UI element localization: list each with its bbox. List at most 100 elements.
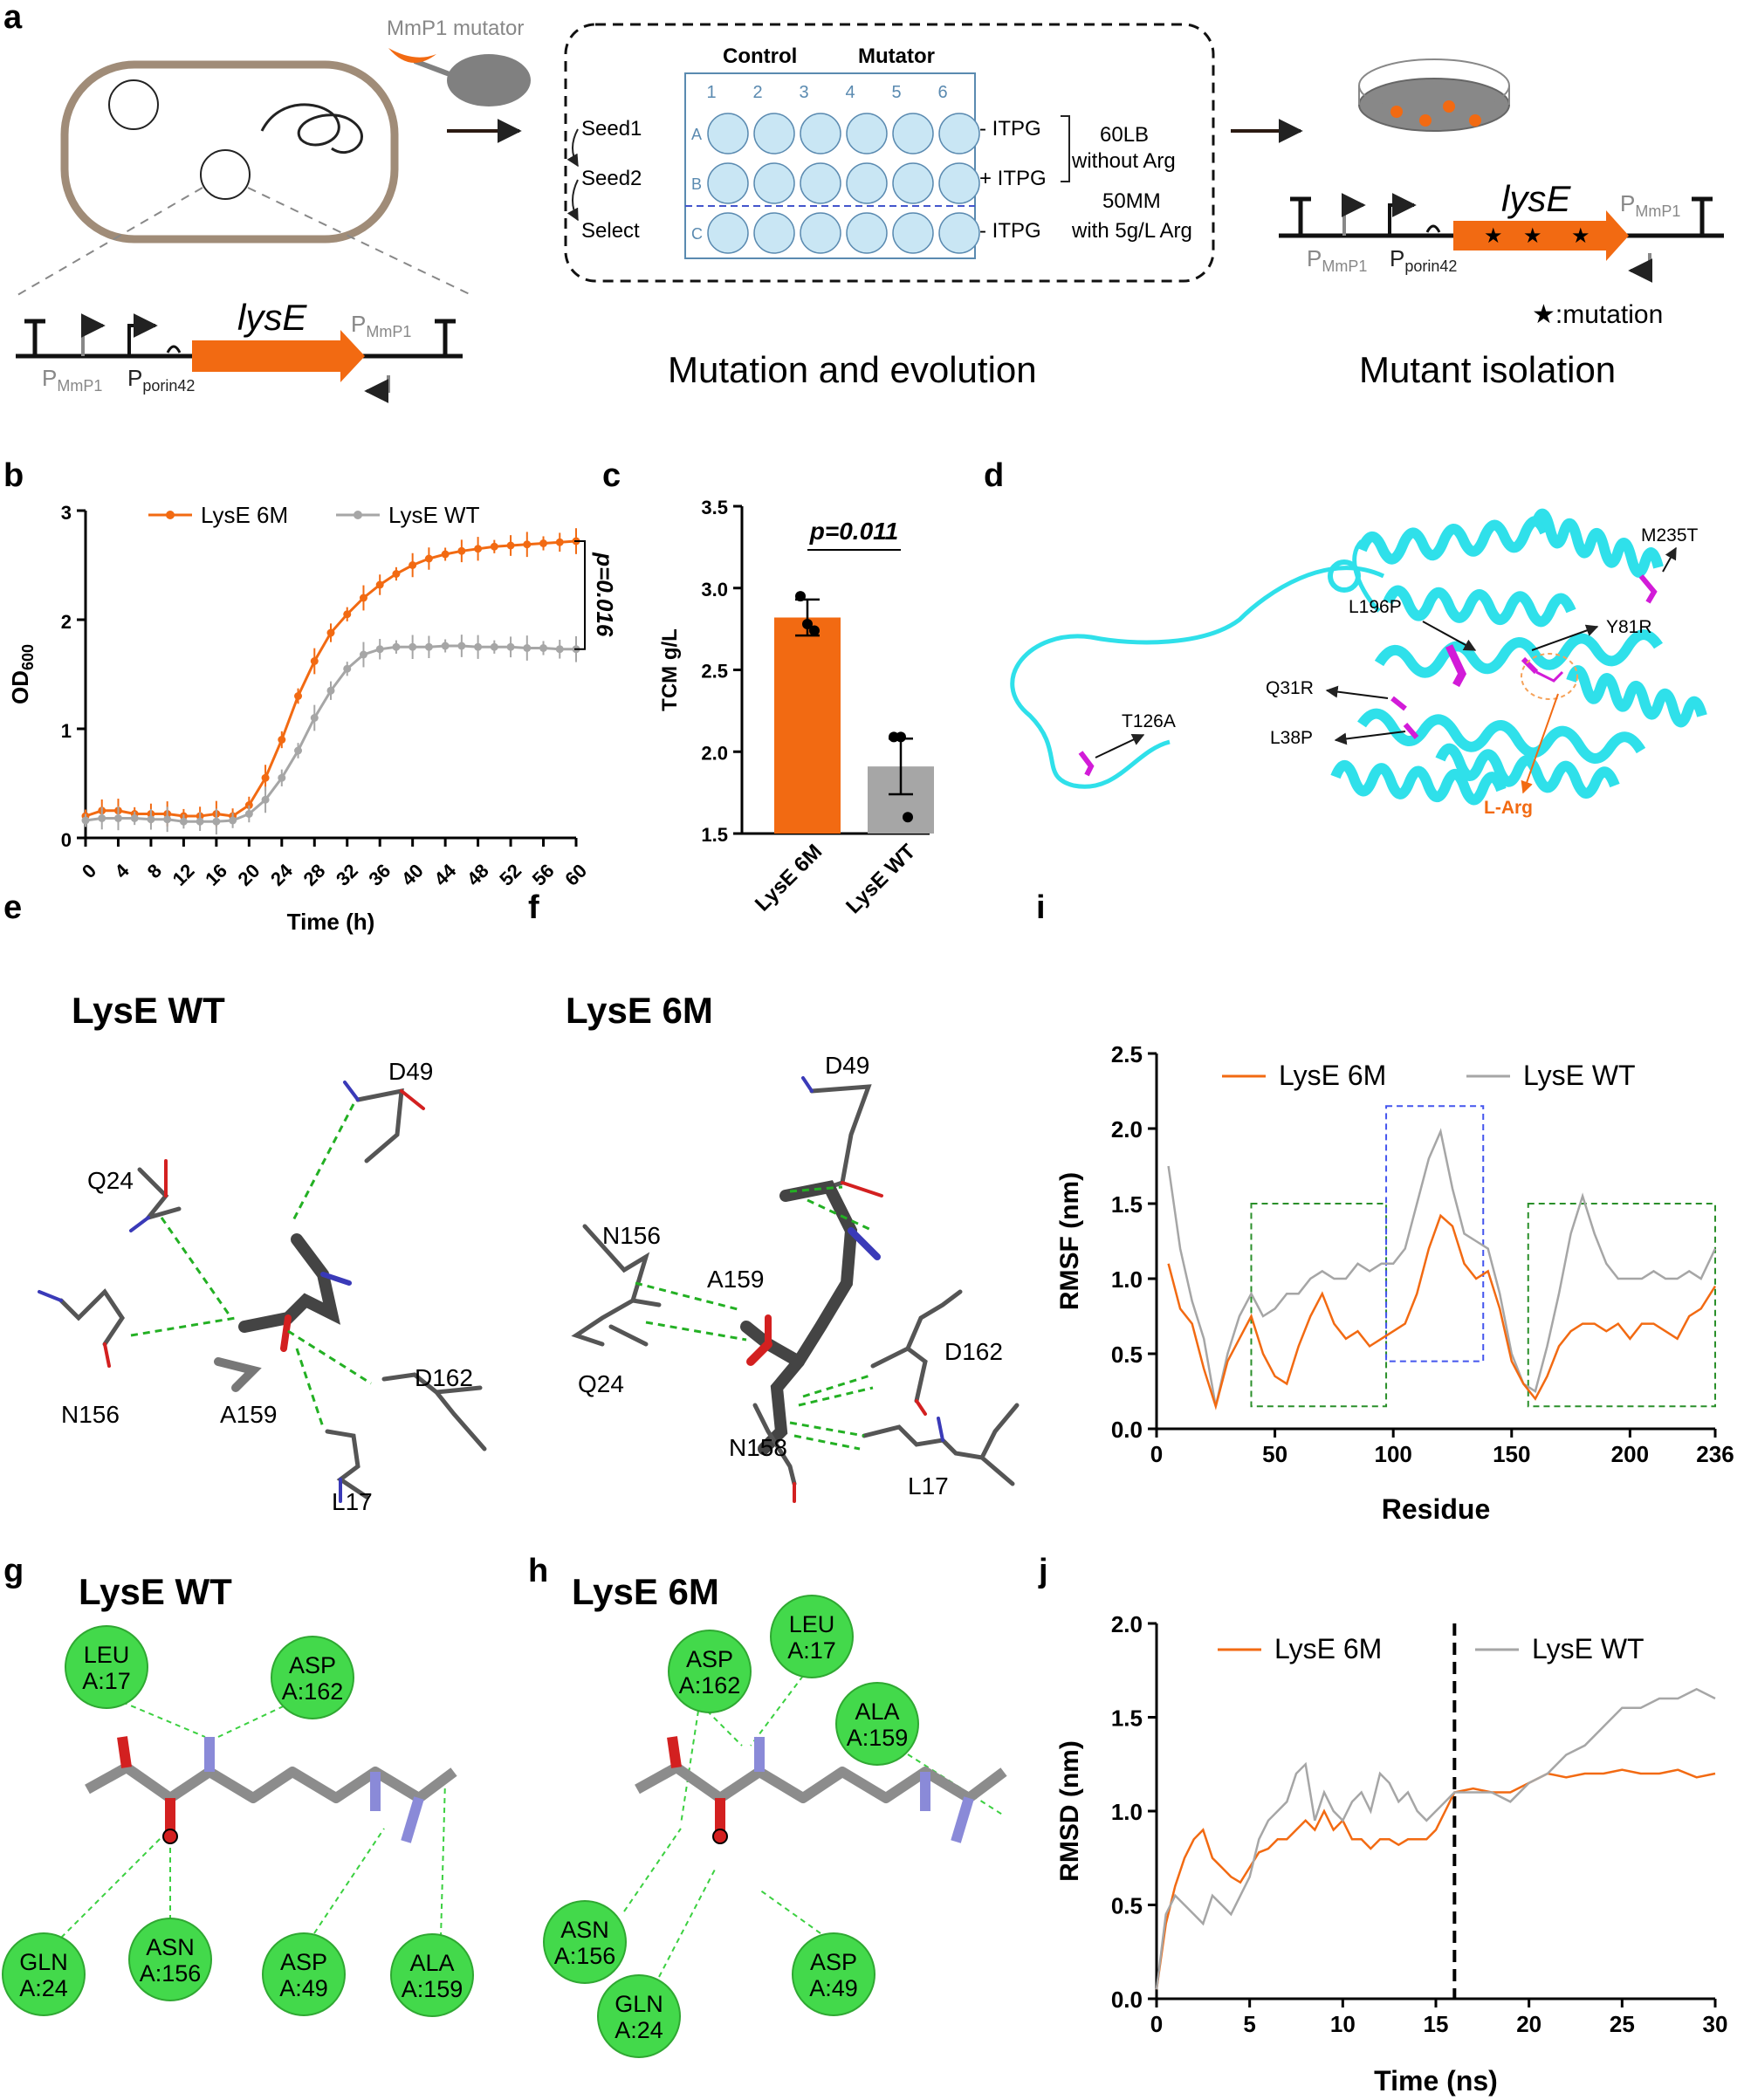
x-tick-label: 12 [168, 860, 199, 890]
residue-chain-id: A:162 [679, 1672, 741, 1699]
itpg-plus: + ITPG [979, 167, 1047, 190]
svg-text:Pporin42: Pporin42 [1390, 245, 1457, 275]
bar-0 [774, 617, 841, 834]
residue-name: GLN [615, 1991, 663, 2017]
svg-text:PMmP1: PMmP1 [1307, 245, 1367, 275]
chart-c-tcm: 1.5 2.0 2.5 3.0 3.5 LysE 6M LysE WT p=0.011 TCM … [658, 497, 934, 918]
x-tick-label: 4 [110, 859, 134, 882]
residue-circle-asp-A162 [271, 1636, 354, 1719]
residue-name: ALA [409, 1950, 454, 1976]
data-point [244, 810, 253, 818]
data-point [441, 550, 450, 559]
interaction-bond [759, 1889, 821, 1934]
data-point [457, 546, 466, 555]
helix-7 [1566, 665, 1707, 728]
data-point [555, 538, 564, 546]
data-point [359, 650, 367, 659]
data-point [326, 628, 335, 637]
interaction-bond [706, 1710, 743, 1747]
x-tick-label: 100 [1374, 1441, 1411, 1467]
data-point [229, 816, 237, 825]
well-A6 [938, 113, 980, 154]
panel-a: a MmP1 mutator lysE PMmP1 Pporin42 PMmP1 [3, 0, 1724, 403]
data-point [375, 645, 384, 654]
legend-label-1: LysE WT [1523, 1060, 1636, 1091]
residue-chain-id: A:162 [282, 1678, 344, 1705]
hbond-lines-e [130, 1103, 372, 1428]
data-point [98, 814, 106, 822]
helix-3 [1374, 629, 1664, 678]
carbonyl-oxygen-bond [667, 1736, 682, 1768]
svg-text:PMmP1: PMmP1 [42, 365, 102, 395]
res-e-A159: A159 [220, 1401, 277, 1428]
x-tick-label: 0 [1150, 1441, 1163, 1467]
data-point [278, 736, 286, 744]
data-point [359, 594, 367, 602]
x-tick-label: 32 [332, 860, 362, 890]
panel-letter-e: e [3, 889, 22, 926]
res-e-L17: L17 [332, 1488, 373, 1515]
helix-8 [1435, 743, 1620, 799]
residue-name: ASN [560, 1917, 609, 1943]
highlight-box-2 [1385, 1105, 1485, 1362]
residue-circle-leu-A17 [770, 1595, 854, 1678]
p-value-b: p=0.016 [592, 552, 618, 637]
well-A4 [846, 113, 888, 154]
residue-circle-ala-A159 [390, 1933, 474, 2017]
carbonyl-oxygen-bond [117, 1736, 132, 1768]
panel-h-title: LysE 6M [572, 1571, 719, 1612]
interaction-bond [750, 1675, 804, 1747]
evolution-box [564, 23, 1215, 283]
oxygen-atom [712, 1829, 728, 1844]
x-axis-label: Time (ns) [1374, 2065, 1498, 2097]
res-f-L17: L17 [908, 1472, 949, 1500]
residue-chain-id: A:159 [847, 1725, 909, 1751]
data-point [326, 686, 335, 695]
control-label: Control [723, 45, 797, 68]
data-point [539, 644, 548, 652]
y-tick-label: 0.5 [1111, 1893, 1143, 1919]
legend-marker-1 [354, 511, 362, 519]
seed2-label: Seed2 [581, 167, 642, 190]
helix-4 [1357, 708, 1646, 764]
interaction-bond [623, 1828, 682, 1912]
gene-label-lysE: lysE [237, 297, 307, 338]
panel-letter-c: c [602, 457, 621, 494]
replicate-point [795, 591, 806, 602]
x-tick-label: 28 [299, 860, 329, 890]
media-with-arg: with 5g/L Arg [1071, 219, 1192, 243]
series-line-0 [1155, 1768, 1716, 1990]
significance-bracket [574, 540, 586, 650]
residue-circle-ala-A159 [835, 1682, 919, 1766]
media-50mm: 50MM [1102, 189, 1161, 213]
label-T126A: T126A [1122, 711, 1176, 731]
y-tick-label: 2.5 [701, 661, 728, 683]
replicate-point [802, 619, 813, 629]
interaction-bond [658, 1867, 717, 1978]
helix-2 [1383, 585, 1576, 628]
caption-mutant-isolation: Mutant isolation [1359, 349, 1616, 390]
data-point [375, 580, 384, 589]
well-C2 [753, 212, 795, 254]
lysE-gene-arrow [192, 330, 365, 382]
y-tick-label: 1.5 [1111, 1705, 1143, 1732]
residue-chain-id: A:156 [140, 1960, 202, 1987]
petri-dish-icon [1358, 58, 1510, 132]
well-C1 [707, 212, 749, 254]
plasmid-circle-2 [200, 149, 251, 200]
chart-i-rmsf: 0 50 100 150 200 236 0.0 0.5 1.0 1.5 2.0 2.5 Residue… [1055, 1041, 1734, 1525]
panel-f-title: LysE 6M [566, 990, 713, 1031]
data-point [523, 540, 532, 549]
data-point [343, 664, 352, 673]
helix-5 [1330, 760, 1507, 806]
well-A1 [707, 113, 749, 154]
select-label: Select [581, 219, 640, 243]
y-tick-label: 1 [61, 720, 72, 742]
y-tick-label: 1.0 [1111, 1266, 1143, 1293]
residue-chain-id: A:159 [402, 1976, 463, 2002]
data-point [212, 817, 221, 826]
legend-label-0: LysE 6M [201, 502, 288, 528]
y-tick-label: 3 [61, 502, 72, 524]
label-L-Arg: L-Arg [1484, 798, 1533, 818]
